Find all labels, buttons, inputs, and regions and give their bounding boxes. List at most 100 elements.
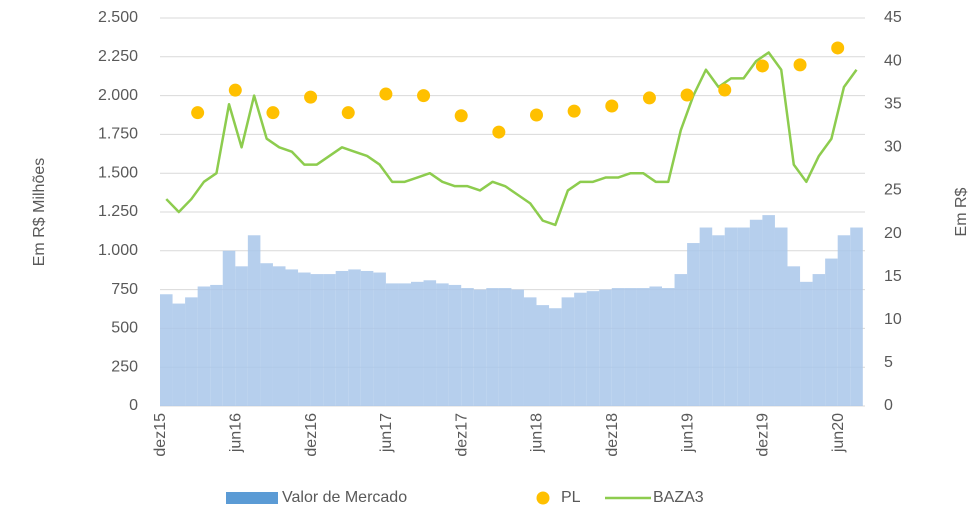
- bar: [549, 308, 562, 406]
- bar: [323, 274, 336, 406]
- bar: [536, 305, 550, 406]
- bar: [197, 286, 211, 406]
- bar: [749, 219, 763, 406]
- bar: [737, 227, 750, 406]
- bar: [360, 270, 374, 406]
- bar: [385, 283, 399, 406]
- pl-point: [454, 109, 468, 123]
- y-tick-label: 2.500: [98, 9, 138, 26]
- pl-point: [266, 106, 280, 120]
- bar: [185, 297, 198, 406]
- legend-swatch: [536, 491, 550, 505]
- bar: [235, 266, 248, 406]
- bar: [310, 274, 324, 406]
- bar: [172, 303, 186, 406]
- bar: [649, 286, 662, 406]
- bar: [511, 289, 524, 406]
- pl-point: [718, 83, 732, 97]
- bar: [662, 288, 675, 406]
- bar: [486, 288, 499, 406]
- pl-point: [831, 41, 845, 55]
- pl-point: [191, 106, 205, 120]
- y-tick-label: 2.250: [98, 48, 138, 65]
- bar: [461, 288, 474, 406]
- bar: [448, 284, 462, 406]
- bar: [624, 288, 637, 406]
- x-tick-label: jun17: [378, 413, 395, 453]
- bar: [561, 297, 575, 406]
- y-tick-label: 750: [111, 281, 138, 298]
- bar: [787, 266, 801, 406]
- y2-tick-label: 40: [884, 52, 902, 69]
- bar: [285, 269, 299, 406]
- x-tick-label: jun18: [529, 413, 546, 453]
- x-tick-label: dez16: [303, 413, 320, 457]
- bar: [160, 294, 173, 406]
- bar: [222, 250, 236, 406]
- bar: [599, 289, 612, 406]
- x-tick-label: jun20: [830, 413, 847, 453]
- pl-point: [793, 58, 807, 72]
- y-axis-label: Em R$ Milhões: [31, 158, 48, 266]
- bar: [335, 270, 349, 406]
- y2-tick-label: 0: [884, 397, 893, 414]
- price-line: [165, 51, 858, 227]
- bar: [724, 227, 738, 406]
- y2-tick-label: 15: [884, 268, 902, 285]
- legend-label: Valor de Mercado: [282, 489, 407, 506]
- x-tick-label: jun19: [679, 413, 696, 453]
- bar: [473, 289, 487, 406]
- y-tick-label: 0: [129, 397, 138, 414]
- bar: [636, 288, 650, 406]
- bar: [850, 227, 863, 406]
- bar: [373, 272, 386, 406]
- bar: [837, 235, 851, 406]
- y-tick-label: 500: [111, 320, 138, 337]
- bar: [800, 281, 813, 406]
- bar: [411, 281, 424, 406]
- bar: [298, 272, 311, 406]
- y-tick-label: 1.750: [98, 126, 138, 143]
- x-tick-label: dez18: [604, 413, 621, 457]
- bar: [423, 280, 437, 406]
- pl-point: [304, 90, 318, 104]
- bar: [699, 227, 713, 406]
- bar: [712, 235, 725, 406]
- y-tick-label: 2.000: [98, 87, 138, 104]
- pl-point: [530, 108, 543, 122]
- legend-label: PL: [561, 489, 581, 506]
- y2-tick-label: 25: [884, 182, 902, 199]
- bar: [523, 297, 537, 406]
- y-tick-label: 1.500: [98, 164, 138, 181]
- pl-point: [642, 91, 656, 105]
- pl-point: [417, 89, 431, 103]
- y2-tick-label: 30: [884, 139, 902, 156]
- y-tick-label: 250: [111, 358, 138, 375]
- pl-point: [605, 99, 619, 113]
- y2-tick-label: 35: [884, 95, 902, 112]
- legend-label: BAZA3: [653, 489, 704, 506]
- bar: [210, 284, 223, 406]
- bar: [812, 274, 826, 406]
- x-tick-label: jun16: [228, 413, 245, 453]
- bar: [586, 291, 600, 406]
- y-tick-label: 1.000: [98, 242, 138, 259]
- pl-point: [228, 83, 242, 97]
- pl-point: [492, 125, 506, 139]
- bar: [774, 227, 788, 406]
- bar: [825, 258, 838, 406]
- bar: [762, 215, 775, 406]
- y-tick-label: 1.250: [98, 203, 138, 220]
- x-tick-label: dez17: [453, 413, 470, 457]
- y2-axis-label: Em R$: [953, 187, 970, 236]
- bar: [574, 292, 587, 406]
- bar: [436, 283, 449, 406]
- y2-tick-label: 10: [884, 311, 902, 328]
- pl-point: [379, 87, 393, 101]
- bar: [260, 263, 273, 406]
- bar: [674, 274, 688, 406]
- bar: [247, 235, 261, 406]
- bar: [687, 243, 700, 406]
- y2-tick-label: 5: [884, 354, 893, 371]
